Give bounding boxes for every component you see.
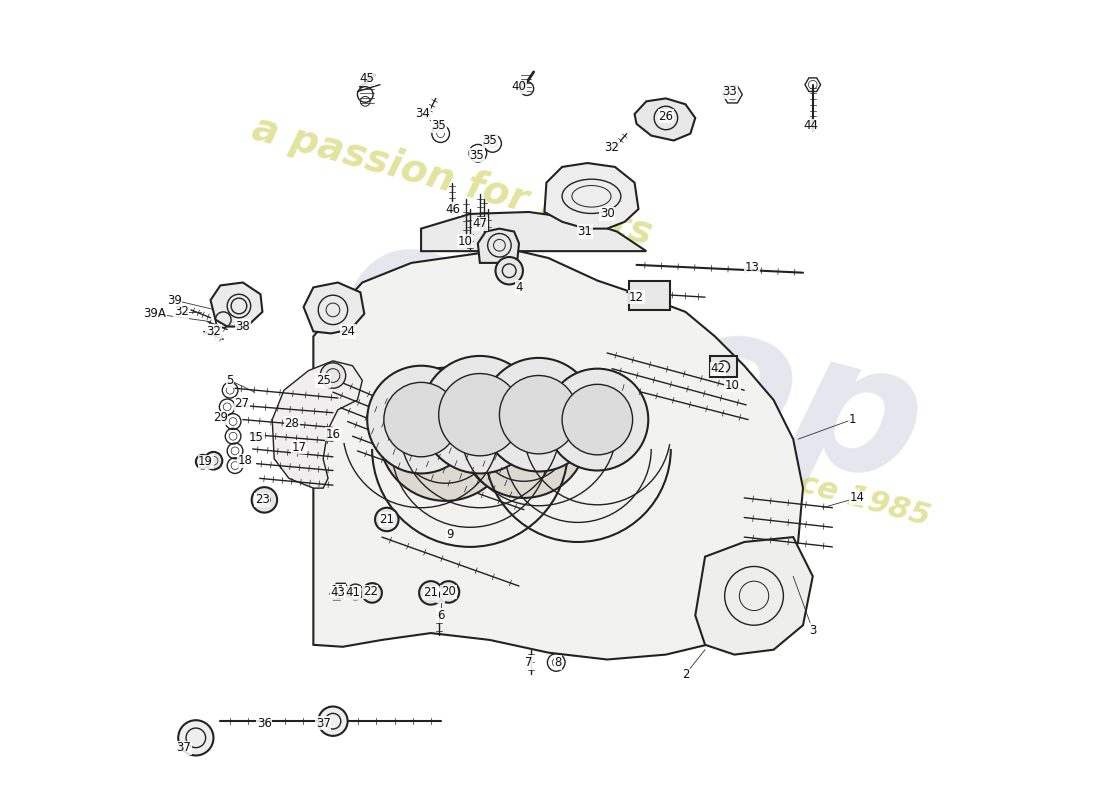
Text: 30: 30 bbox=[600, 207, 615, 221]
Polygon shape bbox=[210, 282, 263, 326]
Circle shape bbox=[499, 375, 578, 454]
Text: 35: 35 bbox=[431, 119, 447, 132]
Text: 18: 18 bbox=[238, 454, 252, 467]
Text: 1: 1 bbox=[848, 413, 856, 426]
Text: 24: 24 bbox=[340, 325, 355, 338]
Text: 20: 20 bbox=[441, 586, 455, 598]
Text: 32: 32 bbox=[605, 141, 619, 154]
Circle shape bbox=[379, 368, 513, 501]
Circle shape bbox=[252, 487, 277, 513]
Text: 10: 10 bbox=[458, 235, 473, 248]
Polygon shape bbox=[635, 98, 695, 141]
Circle shape bbox=[367, 366, 475, 474]
Circle shape bbox=[205, 452, 222, 470]
Text: 41: 41 bbox=[345, 586, 360, 599]
Polygon shape bbox=[272, 361, 362, 488]
Text: 21: 21 bbox=[379, 513, 394, 526]
Circle shape bbox=[178, 720, 213, 755]
Bar bbox=[710, 356, 737, 378]
Text: 21: 21 bbox=[424, 586, 439, 599]
Text: 22: 22 bbox=[363, 586, 377, 598]
Text: 47: 47 bbox=[472, 218, 487, 230]
Text: 3: 3 bbox=[810, 624, 816, 637]
Text: 6: 6 bbox=[437, 590, 444, 602]
Text: 39A: 39A bbox=[143, 307, 166, 320]
Text: 38: 38 bbox=[235, 320, 250, 333]
Bar bbox=[629, 281, 670, 310]
Text: 37: 37 bbox=[316, 717, 331, 730]
Circle shape bbox=[318, 706, 348, 736]
Text: europ: europ bbox=[323, 199, 942, 522]
Text: 15: 15 bbox=[249, 430, 264, 444]
Text: 42: 42 bbox=[711, 362, 725, 375]
Text: 10: 10 bbox=[725, 379, 740, 392]
Text: since 1985: since 1985 bbox=[747, 456, 933, 532]
Circle shape bbox=[375, 508, 398, 531]
Circle shape bbox=[495, 257, 522, 285]
Text: 40: 40 bbox=[512, 80, 527, 93]
Circle shape bbox=[438, 581, 460, 602]
Text: 31: 31 bbox=[578, 225, 592, 238]
Circle shape bbox=[384, 382, 459, 457]
Text: 37: 37 bbox=[177, 741, 191, 754]
Text: 2: 2 bbox=[682, 668, 690, 681]
Circle shape bbox=[547, 369, 648, 470]
Circle shape bbox=[439, 374, 521, 456]
Circle shape bbox=[460, 370, 587, 498]
Text: 9: 9 bbox=[447, 528, 454, 541]
Text: 8: 8 bbox=[554, 656, 562, 669]
Text: 13: 13 bbox=[745, 262, 759, 274]
Text: 12: 12 bbox=[629, 290, 644, 304]
Circle shape bbox=[482, 358, 595, 471]
Text: 19: 19 bbox=[198, 455, 213, 468]
Text: 32: 32 bbox=[206, 325, 221, 338]
Text: 44: 44 bbox=[803, 119, 818, 132]
Text: 35: 35 bbox=[482, 134, 497, 147]
Text: 29: 29 bbox=[212, 411, 228, 424]
Text: 6: 6 bbox=[437, 609, 444, 622]
Text: 33: 33 bbox=[723, 85, 737, 98]
Text: 5: 5 bbox=[227, 374, 234, 387]
Polygon shape bbox=[695, 537, 813, 654]
Polygon shape bbox=[477, 229, 519, 263]
Text: 17: 17 bbox=[292, 441, 306, 454]
Text: 43: 43 bbox=[330, 586, 345, 599]
Text: 23: 23 bbox=[255, 494, 270, 506]
Circle shape bbox=[419, 581, 442, 605]
Circle shape bbox=[362, 583, 382, 602]
Circle shape bbox=[421, 356, 539, 474]
Text: 11: 11 bbox=[330, 585, 345, 598]
Text: 32: 32 bbox=[174, 306, 188, 318]
Text: 36: 36 bbox=[257, 717, 272, 730]
Polygon shape bbox=[314, 251, 803, 659]
Text: 4: 4 bbox=[515, 281, 522, 294]
Circle shape bbox=[196, 455, 210, 469]
Circle shape bbox=[562, 384, 632, 455]
Text: 28: 28 bbox=[285, 417, 299, 430]
Text: 34: 34 bbox=[416, 106, 430, 119]
Text: 35: 35 bbox=[470, 149, 484, 162]
Text: a passion for parts: a passion for parts bbox=[249, 109, 657, 252]
Circle shape bbox=[320, 362, 345, 388]
Polygon shape bbox=[544, 163, 638, 229]
Text: 39: 39 bbox=[167, 294, 182, 306]
Polygon shape bbox=[421, 212, 647, 251]
Polygon shape bbox=[304, 282, 364, 334]
Text: 45: 45 bbox=[360, 72, 375, 86]
Text: 14: 14 bbox=[849, 491, 865, 505]
Text: 25: 25 bbox=[316, 374, 331, 387]
Text: 7: 7 bbox=[525, 656, 532, 669]
Text: 46: 46 bbox=[444, 202, 460, 215]
Text: 26: 26 bbox=[659, 110, 673, 122]
Text: 27: 27 bbox=[234, 398, 250, 410]
Text: 16: 16 bbox=[326, 428, 340, 441]
